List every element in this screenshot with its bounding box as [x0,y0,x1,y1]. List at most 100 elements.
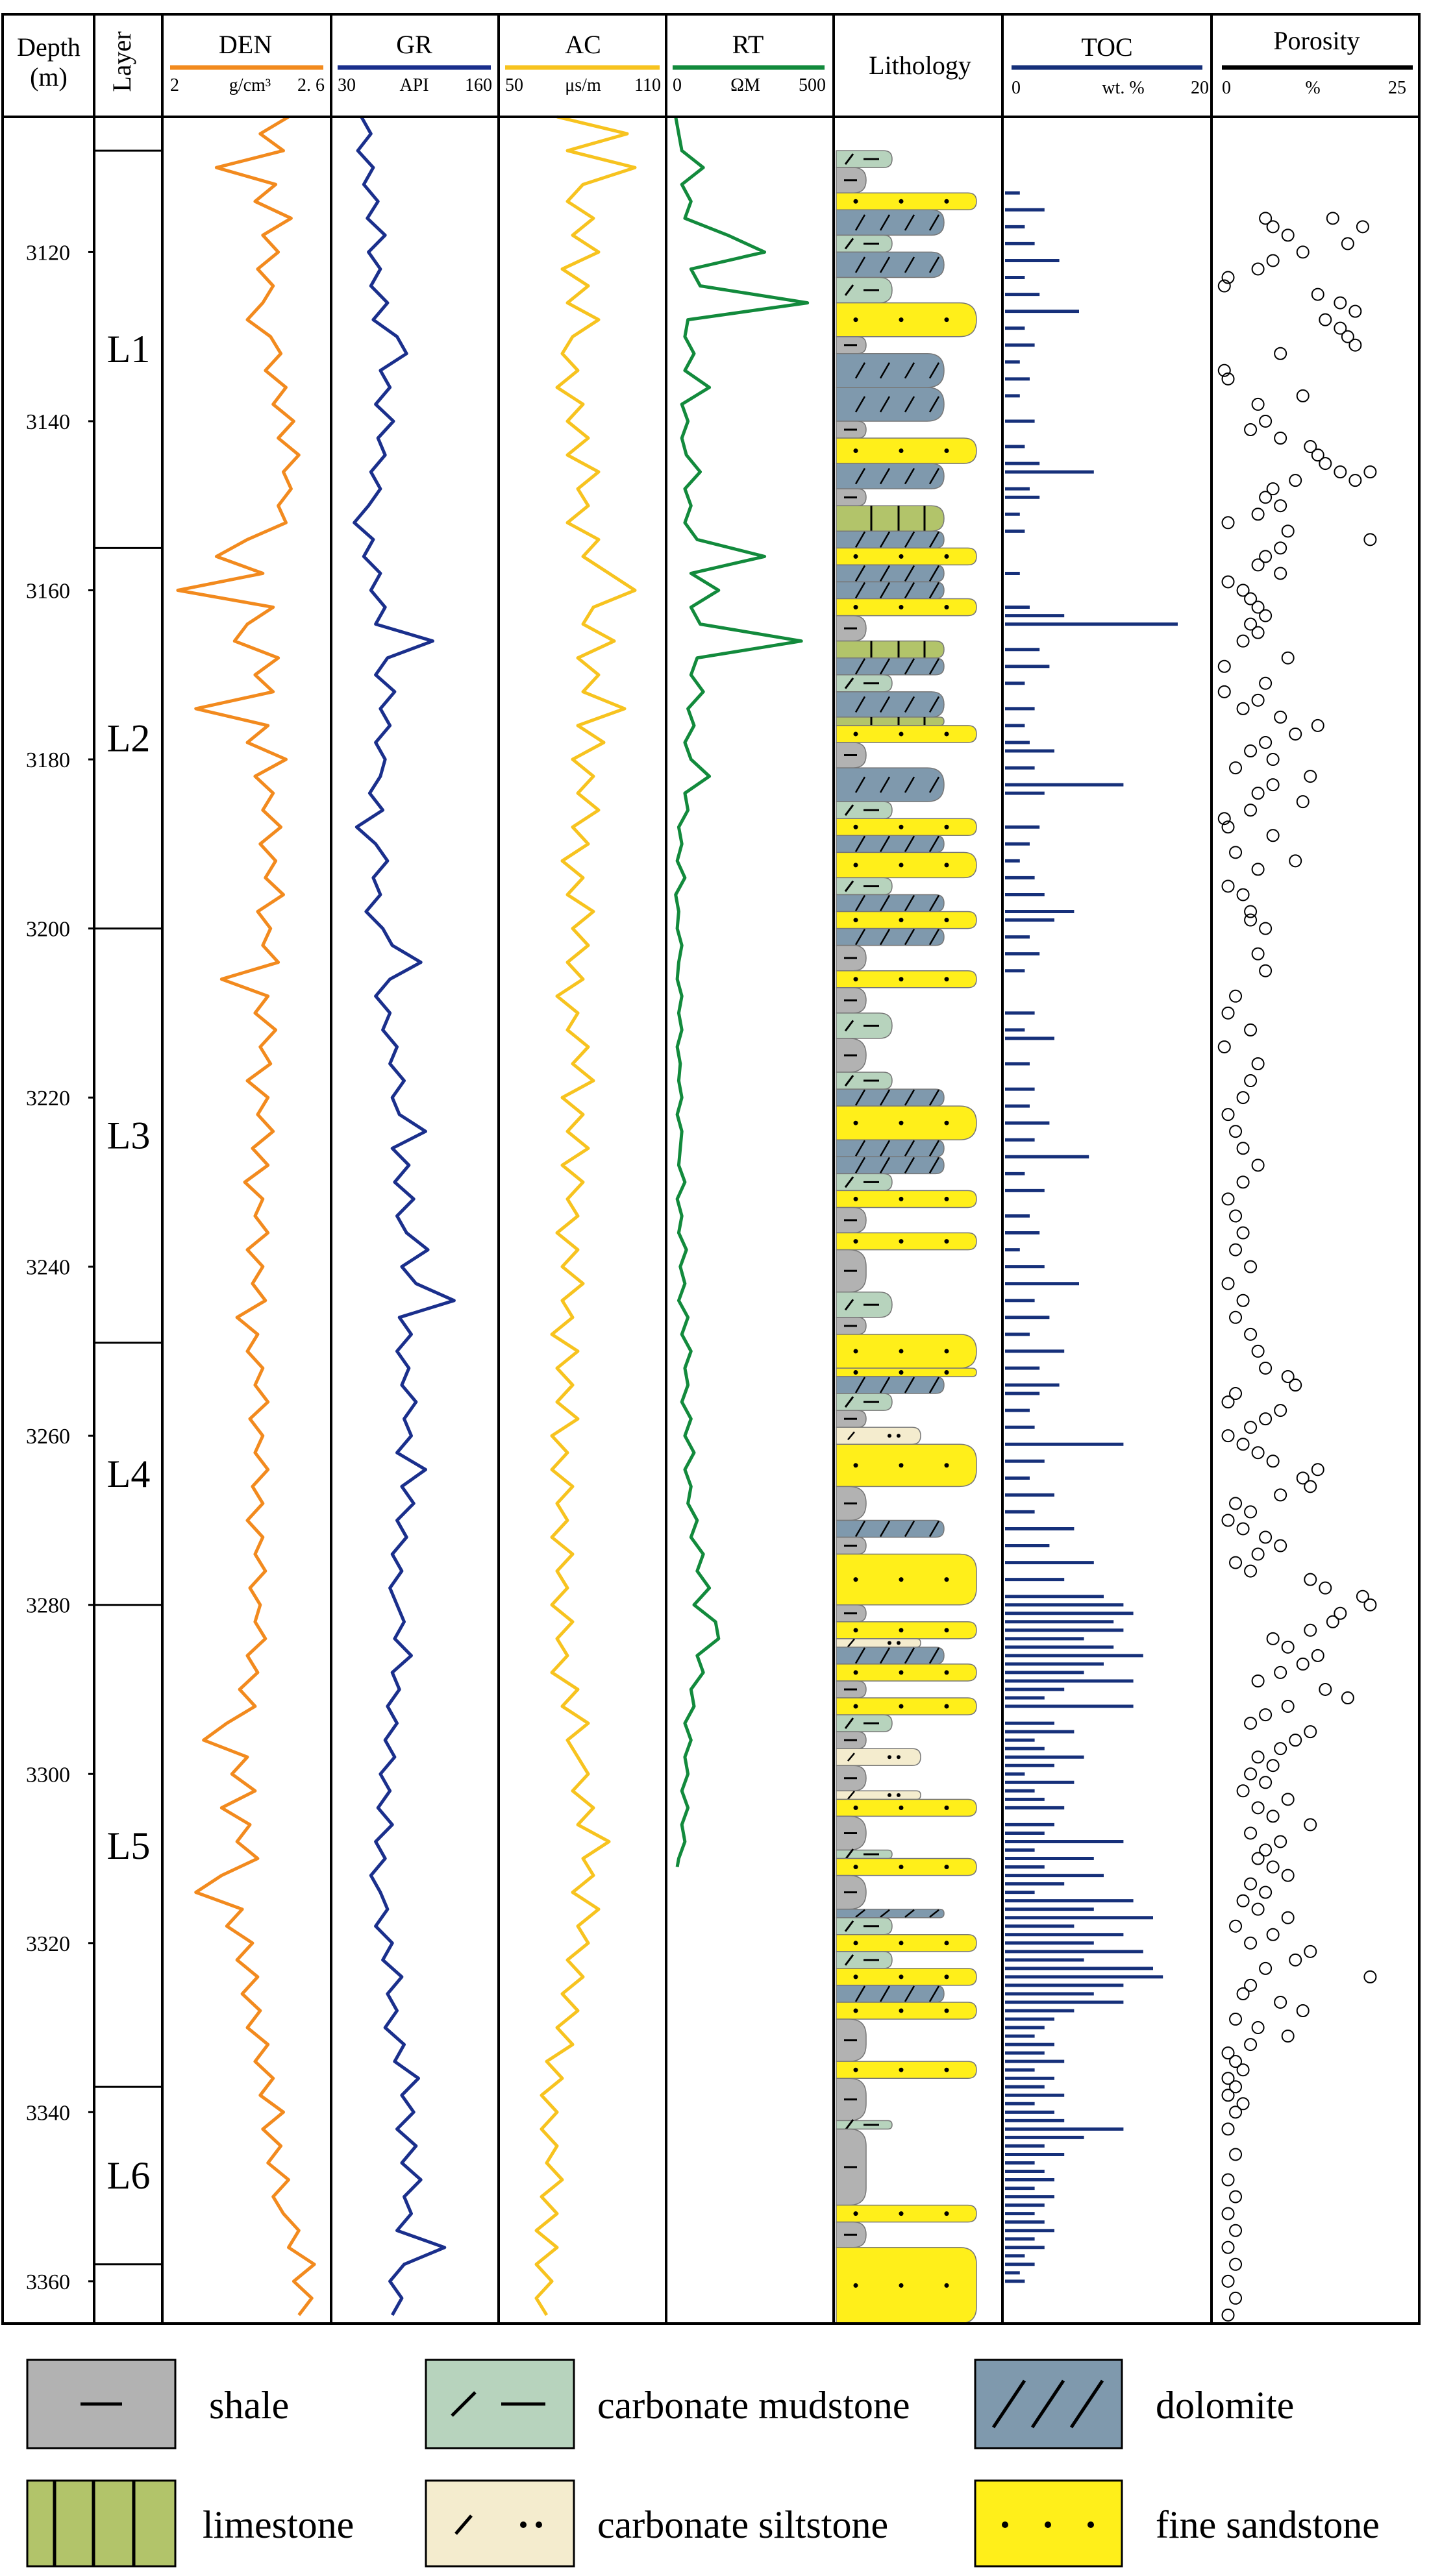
porosity-point [1229,2224,1243,2237]
lith-dot [944,2067,949,2072]
porosity-point [1229,2080,1243,2094]
lith-slash [854,468,866,485]
porosity-point [1304,1480,1317,1493]
lith-slash [904,1520,915,1538]
lith-slash [844,1848,854,1860]
porosity-point [1274,1404,1287,1417]
lith-slash [854,776,866,793]
den-curve [176,115,316,2316]
porosity-point [1348,338,1362,352]
porosity-point [1304,1818,1317,1832]
lith-slash [904,1140,915,1157]
porosity-point [1304,440,1317,454]
porosity-point [1221,2240,1235,2254]
carbonate-siltstone-dot-2 [536,2521,542,2528]
toc-title: TOC [1081,32,1132,62]
depth-header-line2: (m) [30,62,68,92]
lith-slash [928,396,940,413]
porosity-point [1221,2046,1235,2060]
toc-unit: wt. % [1102,78,1144,98]
porosity-point [1319,1682,1332,1696]
lith-slash [904,696,915,713]
porosity-point [1289,1734,1302,1747]
lith-slash [879,835,891,852]
depth-tick-label: 3160 [26,580,70,604]
lith-dot [899,1670,904,1675]
lith-slash [844,880,854,892]
lith-slash [844,284,854,296]
lith-interval [836,505,945,532]
porosity-point [1251,1902,1265,1916]
porosity-point [1274,1665,1287,1679]
porosity-point [1229,1387,1243,1401]
lith-dot [899,448,904,454]
lith-slash [928,214,940,231]
lith-slash [854,1647,866,1664]
porosity-point [1229,2190,1243,2203]
porosity-point [1296,245,1310,259]
lith-dot [944,317,949,323]
layer-label: L1 [107,328,151,371]
lith-interval [836,852,977,879]
lith-slash [854,1157,866,1173]
porosity-points [1217,212,1377,2322]
porosity-point [1244,744,1258,758]
lith-slash [904,362,915,379]
porosity-point [1363,533,1377,546]
lith-dot [899,824,904,829]
lith-dot [899,863,904,868]
layer-label: L3 [107,1114,151,1157]
lith-slash [844,1920,854,1932]
lith-dot [888,1793,891,1797]
porosity-point [1236,1438,1250,1451]
layer-label: L6 [107,2154,151,2197]
gr-title: GR [396,30,432,59]
porosity-point [1363,1970,1377,1983]
porosity-point [1244,1421,1258,1434]
lith-interval [836,1553,977,1606]
porosity-point [1341,330,1354,343]
lith-interval [836,1156,945,1175]
porosity-point [1266,753,1280,767]
porosity-point [1229,1556,1243,1569]
porosity-point [1221,2207,1235,2220]
lith-dot [944,1670,949,1675]
porosity-point [1334,1606,1347,1620]
porosity-point [1304,1623,1317,1637]
lith-slash [904,776,915,793]
legend-swatch-carbonate-siltstone [425,2479,575,2568]
porosity-point [1259,964,1273,977]
porosity-point [1334,296,1347,310]
lith-interval [836,251,945,278]
legend-item-shale: shale [26,2359,289,2449]
porosity-point [1259,1530,1273,1544]
porosity-point [1281,1793,1295,1806]
lith-dot [944,1704,949,1709]
porosity-point [1244,1717,1258,1730]
porosity-point [1304,1944,1317,1958]
lith-dot [897,1755,901,1760]
porosity-point [1281,2030,1295,2043]
dolomite-slash-1 [991,2379,1026,2429]
porosity-point [1274,1995,1287,2009]
lith-slash [904,1157,915,1173]
porosity-point [1319,313,1332,326]
lith-dot [899,1196,904,1201]
porosity-point [1229,1209,1243,1223]
lith-slash [844,677,854,689]
ac-min: 50 [505,75,523,95]
lith-slash [879,256,891,273]
porosity-point [1221,1006,1235,1020]
lith-slash [928,835,940,852]
lith-slash [854,1089,866,1106]
porosity-point [1341,237,1354,251]
porosity-point [1221,1395,1235,1409]
porosity-point [1221,1429,1235,1443]
legend-label-dolomite: dolomite [1156,2384,1294,2427]
porosity-point [1236,1294,1250,1307]
lith-slash [855,1909,865,1918]
den-unit: g/cm³ [229,75,271,95]
porosity-point [1229,989,1243,1003]
porosity-point [1266,482,1280,496]
